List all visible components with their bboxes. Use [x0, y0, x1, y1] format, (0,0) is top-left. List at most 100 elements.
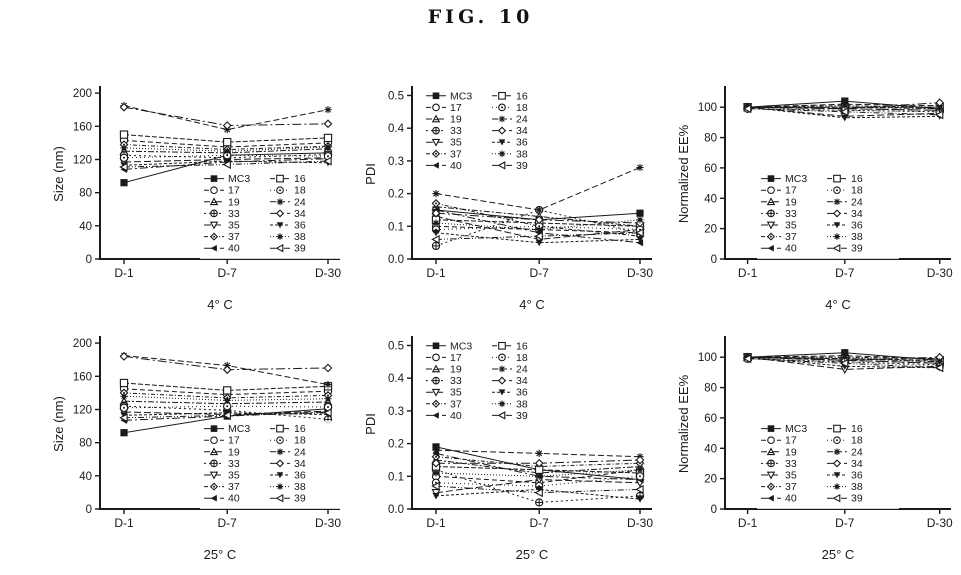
x-tick-label: D-30 [315, 516, 341, 530]
legend-entry-36: 36 [492, 387, 528, 399]
legend-entry-38: 38 [492, 398, 528, 410]
legend-entry-18: 18 [492, 352, 528, 364]
y-tick-label: 40 [704, 193, 717, 205]
legend-entry-16: 16 [270, 173, 306, 185]
legend-label: MC3 [228, 173, 250, 185]
legend-label: 17 [785, 435, 797, 447]
legend-entry-40: 40 [761, 493, 797, 505]
legend-label: 36 [294, 220, 306, 232]
legend-label: 17 [228, 435, 240, 447]
legend-entry-19: 19 [426, 114, 462, 126]
legend-entry-36: 36 [827, 470, 863, 482]
legend-label: 35 [450, 137, 462, 149]
legend-entry-33: 33 [426, 125, 462, 137]
legend-entry-MC3: MC3 [204, 173, 250, 185]
legend-entry-16: 16 [270, 423, 306, 435]
series-18 [119, 402, 333, 412]
chart-pdi-25c: 0.0 0.1 0.2 0.3 0.4 0.5 D-1 D-7 D-30 25° C PDI MC3 1… [362, 326, 662, 566]
legend-entry-16: 16 [492, 90, 528, 102]
legend-entry-19: 19 [204, 446, 240, 458]
x-tick-label: D-7 [218, 266, 238, 280]
x-axis-title: 4° C [519, 297, 544, 312]
legend-entry-37: 37 [426, 398, 462, 410]
legend-entry-MC3: MC3 [426, 340, 472, 352]
legend-label: 19 [228, 196, 240, 208]
legend-label: 19 [785, 196, 797, 208]
axes: 0.0 0.1 0.2 0.3 0.4 0.5 D-1 D-7 D-30 4° C PDI [363, 86, 653, 312]
legend-entry-40: 40 [204, 493, 240, 505]
y-axis-title: Normalized EE% [676, 374, 691, 473]
legend-label: 36 [294, 470, 306, 482]
legend-entry-19: 19 [204, 196, 240, 208]
series-38 [120, 143, 332, 155]
x-tick-label: D-1 [426, 516, 446, 530]
legend-entry-MC3: MC3 [426, 90, 472, 102]
legend-entry-17: 17 [426, 102, 462, 114]
legend-entry-34: 34 [827, 208, 863, 220]
legend-entry-34: 34 [492, 125, 528, 137]
y-tick-label: 100 [698, 102, 717, 114]
legend-label: 24 [516, 114, 528, 126]
chart-svg-pdi-4c: 0.0 0.1 0.2 0.3 0.4 0.5 D-1 D-7 D-30 4° C PDI MC317… [363, 86, 653, 312]
legend-entry-39: 39 [270, 493, 306, 505]
x-tick-label: D-7 [530, 516, 550, 530]
x-tick-label: D-7 [218, 516, 238, 530]
y-tick-label: 0.0 [388, 254, 404, 266]
x-axis-title: 4° C [207, 297, 232, 312]
legend-entry-36: 36 [270, 220, 306, 232]
x-axis-title: 25° C [822, 547, 855, 562]
legend-label: 18 [294, 185, 306, 197]
legend-entry-35: 35 [426, 137, 462, 149]
y-tick-label: 80 [79, 188, 92, 200]
legend-entry-35: 35 [204, 220, 240, 232]
legend-label: 16 [851, 423, 863, 435]
y-tick-label: 0.3 [388, 406, 404, 418]
legend-entry-40: 40 [204, 243, 240, 255]
legend-label: 33 [450, 375, 462, 387]
legend-entry-MC3: MC3 [204, 423, 250, 435]
legend-label: 37 [228, 481, 240, 493]
y-axis-title: Size (nm) [51, 146, 66, 202]
y-tick-label: 80 [704, 383, 717, 395]
legend-label: 36 [851, 470, 863, 482]
legend-entry-24: 24 [827, 446, 863, 458]
y-tick-label: 80 [704, 133, 717, 145]
legend-label: 37 [450, 398, 462, 410]
series-39 [431, 228, 644, 244]
legend-label: 16 [516, 90, 528, 102]
legend-label: 24 [851, 196, 863, 208]
legend-entry-34: 34 [492, 375, 528, 387]
legend-label: MC3 [785, 173, 807, 185]
legend-label: 37 [785, 231, 797, 243]
legend-label: 38 [294, 481, 306, 493]
legend-label: 17 [450, 352, 462, 364]
legend-label: 18 [516, 352, 528, 364]
x-tick-label: D-7 [530, 266, 550, 280]
legend-label: 17 [228, 185, 240, 197]
y-tick-label: 40 [704, 443, 717, 455]
legend-entry-18: 18 [270, 435, 306, 447]
legend-label: 35 [228, 220, 240, 232]
x-axis-title: 25° C [204, 547, 237, 562]
legend-label: 19 [785, 446, 797, 458]
legend-label: 35 [785, 220, 797, 232]
legend-label: 39 [294, 243, 306, 255]
chart-svg-ee-25c: 0 20 40 60 80 100 D-1 D-7 D-30 25° C Normalized EE… [676, 336, 953, 562]
legend-entry-18: 18 [492, 102, 528, 114]
legend-entry-17: 17 [761, 435, 797, 447]
legend-entry-38: 38 [492, 148, 528, 160]
legend-entry-36: 36 [492, 137, 528, 149]
legend-entry-17: 17 [204, 185, 240, 197]
y-tick-label: 160 [73, 371, 92, 383]
y-tick-label: 120 [73, 405, 92, 417]
series-39 [742, 104, 944, 120]
legend-label: 39 [851, 493, 863, 505]
x-axis-title: 4° C [825, 297, 850, 312]
series-38 [120, 392, 332, 404]
legend-label: 34 [294, 208, 306, 220]
legend-label: 39 [516, 160, 528, 172]
legend-label: 18 [851, 435, 863, 447]
